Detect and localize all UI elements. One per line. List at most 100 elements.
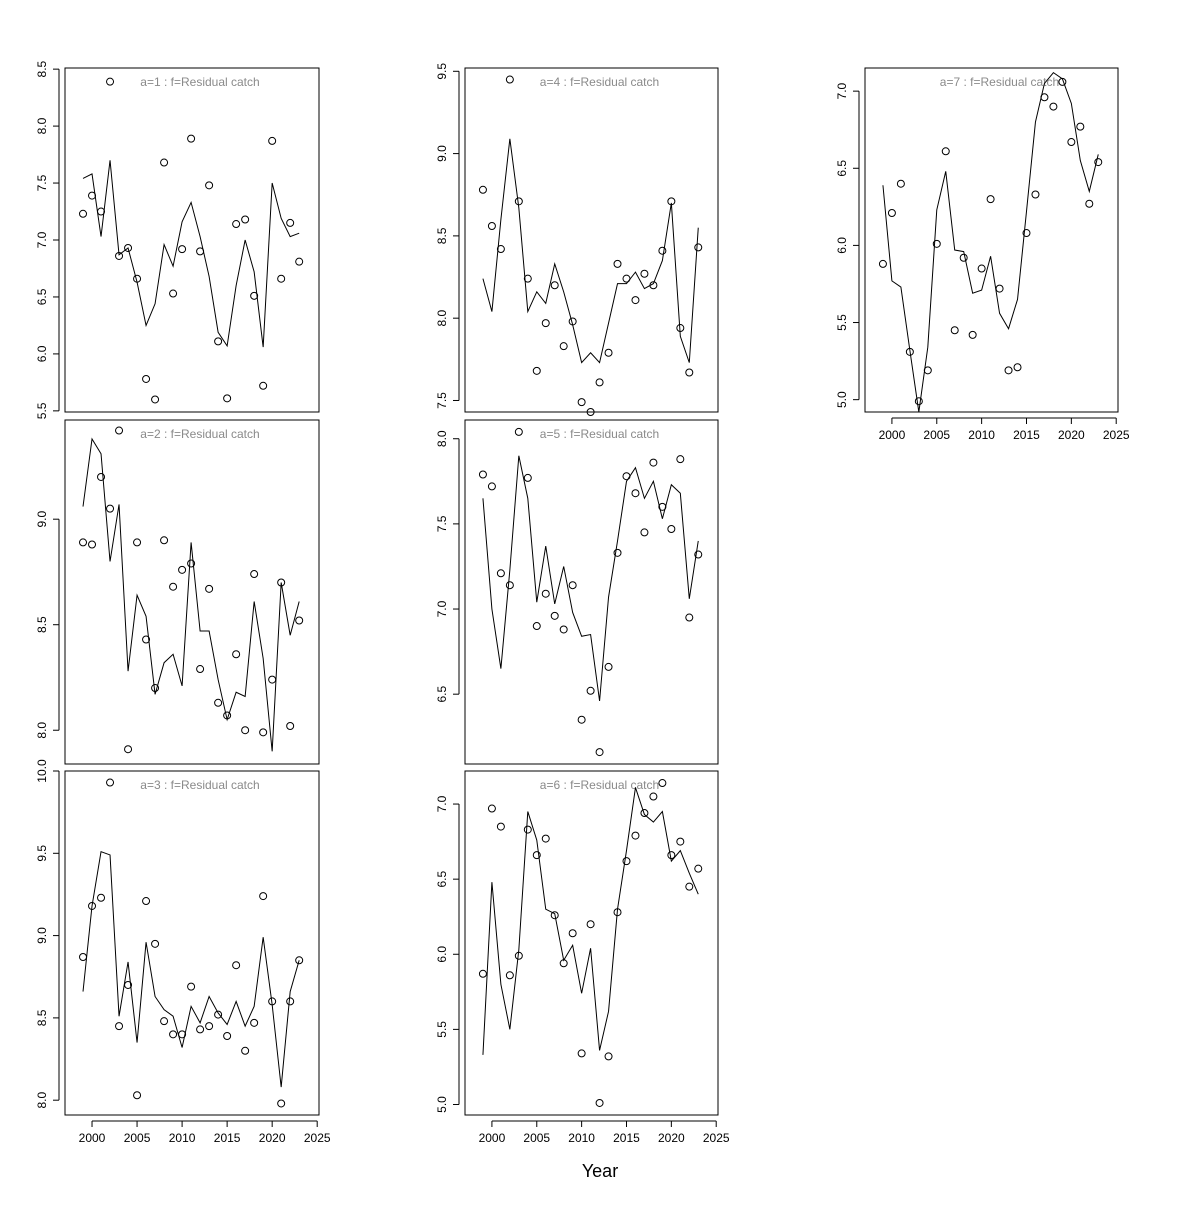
- series-line: [482, 455, 699, 702]
- data-point: [613, 908, 622, 917]
- y-tick-label: 6.5: [835, 160, 849, 177]
- data-point: [88, 901, 97, 910]
- data-point: [133, 274, 142, 283]
- data-point: [124, 980, 133, 989]
- data-point: [640, 269, 649, 278]
- panel: a=6 : f=Residual catch 5.0 5.5 6.0 6.5 7.0 200…: [435, 770, 730, 1145]
- data-point: [178, 565, 187, 574]
- y-tick-label: 7.0: [835, 82, 849, 99]
- y-tick-label: 9.5: [435, 63, 449, 80]
- data-point: [196, 247, 205, 256]
- data-point: [1085, 199, 1094, 208]
- data-point: [685, 882, 694, 891]
- x-tick-label: 2005: [923, 428, 950, 442]
- data-point: [232, 220, 241, 229]
- data-point: [667, 197, 676, 206]
- data-point: [178, 1030, 187, 1039]
- data-point: [496, 569, 505, 578]
- data-point: [1049, 102, 1058, 111]
- panel: a=4 : f=Residual catch 7.5 8.0 8.5 9.0 9.5: [435, 63, 719, 416]
- data-point: [968, 330, 977, 339]
- data-point: [160, 158, 169, 167]
- panel: a=7 : f=Residual catch 5.0 5.5 6.0 6.5 7.0 200…: [835, 67, 1130, 442]
- y-tick-label: 7.0: [435, 600, 449, 617]
- data-point: [88, 540, 97, 549]
- y-tick-label: 8.0: [435, 430, 449, 447]
- panel-title: a=4 : f=Residual catch: [540, 75, 659, 89]
- x-tick-label: 2015: [1013, 428, 1040, 442]
- data-point: [295, 257, 304, 266]
- data-point: [932, 239, 941, 248]
- y-tick-label: 9.5: [35, 845, 49, 862]
- data-point: [214, 337, 223, 346]
- data-point: [169, 1030, 178, 1039]
- y-tick-label: 9.0: [35, 927, 49, 944]
- data-point: [658, 502, 667, 511]
- data-point: [178, 245, 187, 254]
- data-point: [478, 185, 487, 194]
- data-point: [142, 897, 151, 906]
- series-line: [482, 138, 699, 364]
- data-point: [649, 792, 658, 801]
- data-point: [649, 458, 658, 467]
- data-point: [694, 864, 703, 873]
- y-tick-label: 6.0: [435, 946, 449, 963]
- data-point: [941, 147, 950, 156]
- data-point: [286, 722, 295, 731]
- y-tick-label: 7.0: [35, 231, 49, 248]
- data-point: [1031, 190, 1040, 199]
- data-point: [259, 381, 268, 390]
- y-tick-label: 8.0: [35, 117, 49, 134]
- data-point: [550, 611, 559, 620]
- x-tick-label: 2020: [1058, 428, 1085, 442]
- plot-frame: [464, 67, 719, 413]
- y-tick-label: 7.0: [435, 795, 449, 812]
- panel-title: a=3 : f=Residual catch: [140, 778, 259, 792]
- data-point: [214, 698, 223, 707]
- panel-title: a=1 : f=Residual catch: [140, 75, 259, 89]
- y-tick-label: 8.5: [35, 1009, 49, 1026]
- y-tick-label: 9.0: [35, 511, 49, 528]
- data-point: [250, 570, 259, 579]
- data-point: [1067, 138, 1076, 147]
- data-point: [97, 893, 106, 902]
- series-line: [82, 437, 300, 752]
- data-point: [133, 1091, 142, 1100]
- data-point: [676, 324, 685, 333]
- data-point: [595, 378, 604, 387]
- data-point: [505, 75, 514, 84]
- y-tick-label: 6.0: [835, 237, 849, 254]
- data-point: [160, 1017, 169, 1026]
- series-line: [82, 160, 300, 348]
- data-point: [532, 622, 541, 631]
- data-point: [250, 1018, 259, 1027]
- data-point: [622, 472, 631, 481]
- data-point: [1094, 158, 1103, 167]
- data-point: [559, 959, 568, 968]
- x-tick-label: 2000: [479, 1131, 506, 1145]
- data-point: [115, 251, 124, 260]
- data-point: [241, 726, 250, 735]
- data-point: [277, 1099, 286, 1108]
- data-point: [1022, 229, 1031, 238]
- plot-frame: [464, 419, 719, 765]
- data-point: [79, 209, 88, 218]
- series-line: [882, 71, 1099, 413]
- data-point: [196, 1025, 205, 1034]
- data-point: [151, 939, 160, 948]
- y-tick-label: 7.5: [35, 174, 49, 191]
- data-point: [487, 222, 496, 231]
- data-point: [487, 804, 496, 813]
- y-tick-label: 7.5: [435, 392, 449, 409]
- y-tick-label: 6.5: [435, 870, 449, 887]
- data-point: [487, 482, 496, 491]
- x-tick-label: 2010: [568, 1131, 595, 1145]
- data-point: [142, 374, 151, 383]
- y-tick-label: 5.0: [835, 391, 849, 408]
- data-point: [950, 326, 959, 335]
- data-point: [914, 397, 923, 406]
- data-point: [568, 929, 577, 938]
- data-point: [1004, 366, 1013, 375]
